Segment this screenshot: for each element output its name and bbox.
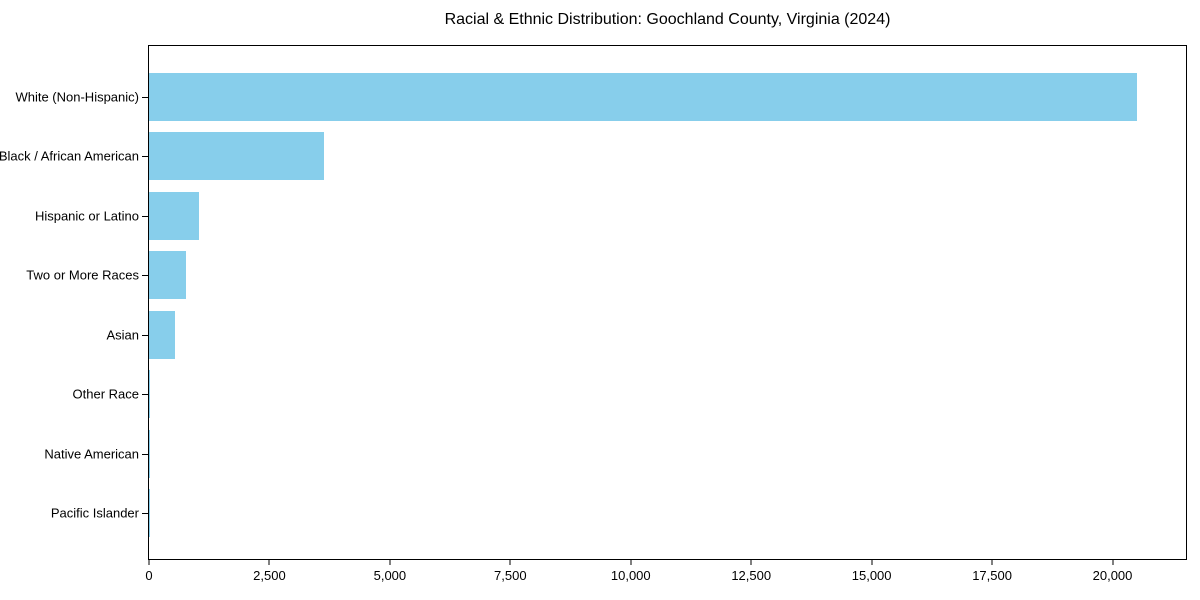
x-tick-label: 5,000 xyxy=(373,568,407,583)
y-tick-mark xyxy=(142,513,148,515)
bar-row: White (Non-Hispanic) xyxy=(15,67,1186,127)
bar-row: Native American xyxy=(44,424,1186,484)
category-label: Asian xyxy=(106,327,139,343)
x-tick-label: 15,000 xyxy=(851,568,892,583)
category-label: Native American xyxy=(44,446,139,462)
chart-title: Racial & Ethnic Distribution: Goochland … xyxy=(444,11,891,28)
y-tick-mark xyxy=(142,156,148,158)
category-label: Two or More Races xyxy=(26,267,139,283)
y-tick-mark xyxy=(142,275,148,277)
bar-row: Two or More Races xyxy=(26,246,1186,306)
bar-row: Asian xyxy=(106,305,1186,365)
y-tick-mark xyxy=(142,215,148,217)
y-tick-mark xyxy=(142,394,148,396)
x-tick-mark xyxy=(750,559,752,565)
x-tick-label: 20,000 xyxy=(1092,568,1133,583)
plot-area: White (Non-Hispanic) Black / African Amer… xyxy=(0,45,1187,583)
y-tick-mark xyxy=(142,453,148,455)
x-tick-mark xyxy=(871,559,873,565)
category-label: White (Non-Hispanic) xyxy=(15,89,139,105)
x-tick-label: 7,500 xyxy=(494,568,527,583)
bar-row: Other Race xyxy=(73,365,1186,425)
category-label: Hispanic or Latino xyxy=(34,208,139,224)
bar-row: Black / African American xyxy=(0,127,1186,187)
bar xyxy=(149,310,175,359)
x-tick-label: 2,500 xyxy=(253,568,286,583)
y-tick-mark xyxy=(142,334,148,336)
y-tick-mark xyxy=(142,96,148,98)
x-tick-label: 10,000 xyxy=(610,568,651,583)
bar xyxy=(149,191,200,240)
bar xyxy=(149,132,324,181)
category-label: Pacific Islander xyxy=(50,505,139,521)
bar-row: Hispanic or Latino xyxy=(35,186,1186,246)
category-label: Other Race xyxy=(72,386,139,402)
x-tick-mark xyxy=(630,559,632,565)
x-tick-mark xyxy=(991,559,993,565)
x-tick-label: 12,500 xyxy=(731,568,772,583)
x-tick-label: 0 xyxy=(145,568,153,583)
bar-row: Pacific Islander xyxy=(51,484,1186,544)
x-tick-mark xyxy=(148,559,150,565)
bar xyxy=(149,251,187,300)
x-tick-mark xyxy=(1112,559,1114,565)
bar xyxy=(149,370,151,419)
x-tick-mark xyxy=(268,559,270,565)
bar xyxy=(149,72,1137,121)
bars-container: White (Non-Hispanic) Black / African Amer… xyxy=(0,46,1186,559)
x-tick-mark xyxy=(509,559,511,565)
category-label: Black / African American xyxy=(0,148,139,164)
x-tick-label: 17,500 xyxy=(972,568,1012,583)
x-tick-mark xyxy=(389,559,391,565)
